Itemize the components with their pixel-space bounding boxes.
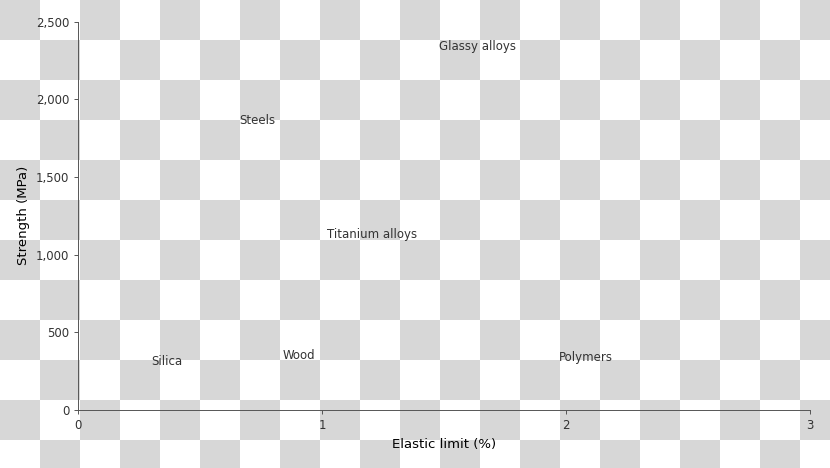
Text: Titanium alloys: Titanium alloys — [327, 228, 417, 241]
Y-axis label: Strength (MPa): Strength (MPa) — [17, 166, 31, 265]
Text: Wood: Wood — [283, 349, 315, 362]
Text: Polymers: Polymers — [559, 351, 613, 364]
X-axis label: Elastic limit (%): Elastic limit (%) — [392, 438, 496, 451]
Text: Steels: Steels — [239, 114, 276, 127]
Text: Silica: Silica — [151, 355, 183, 368]
Text: Glassy alloys: Glassy alloys — [439, 40, 516, 53]
